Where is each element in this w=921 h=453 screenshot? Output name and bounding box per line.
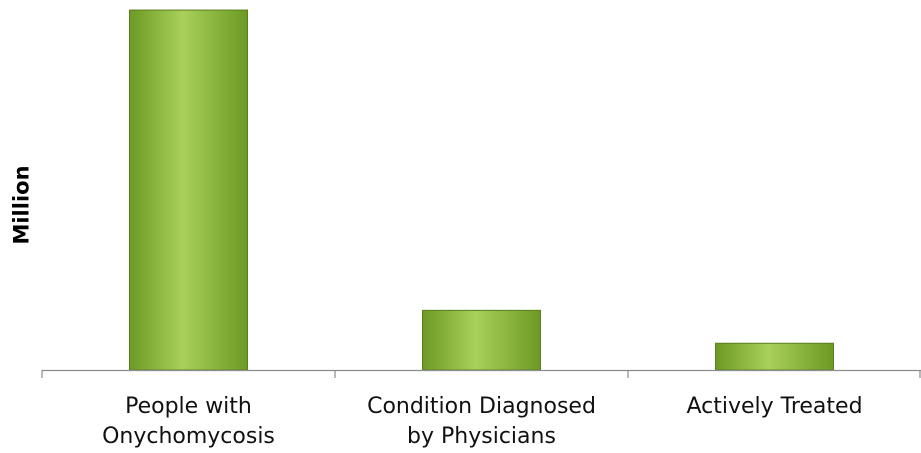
x-tick-label-line: Onychomycosis (102, 424, 275, 449)
x-tick-label: People with Onychomycosis (39, 392, 339, 452)
x-tick-label: Actively Treated (625, 392, 921, 422)
x-tick-label-line: by Physicians (407, 424, 556, 449)
x-tick-label: Condition Diagnosed by Physicians (332, 392, 632, 452)
x-tick-label-line: People with (125, 394, 252, 419)
x-tick-label-line: Condition Diagnosed (367, 394, 596, 419)
bar-1 (422, 309, 541, 371)
x-tick-label-line: Actively Treated (686, 394, 863, 419)
bar-2 (715, 342, 834, 371)
bar-0 (129, 9, 248, 371)
